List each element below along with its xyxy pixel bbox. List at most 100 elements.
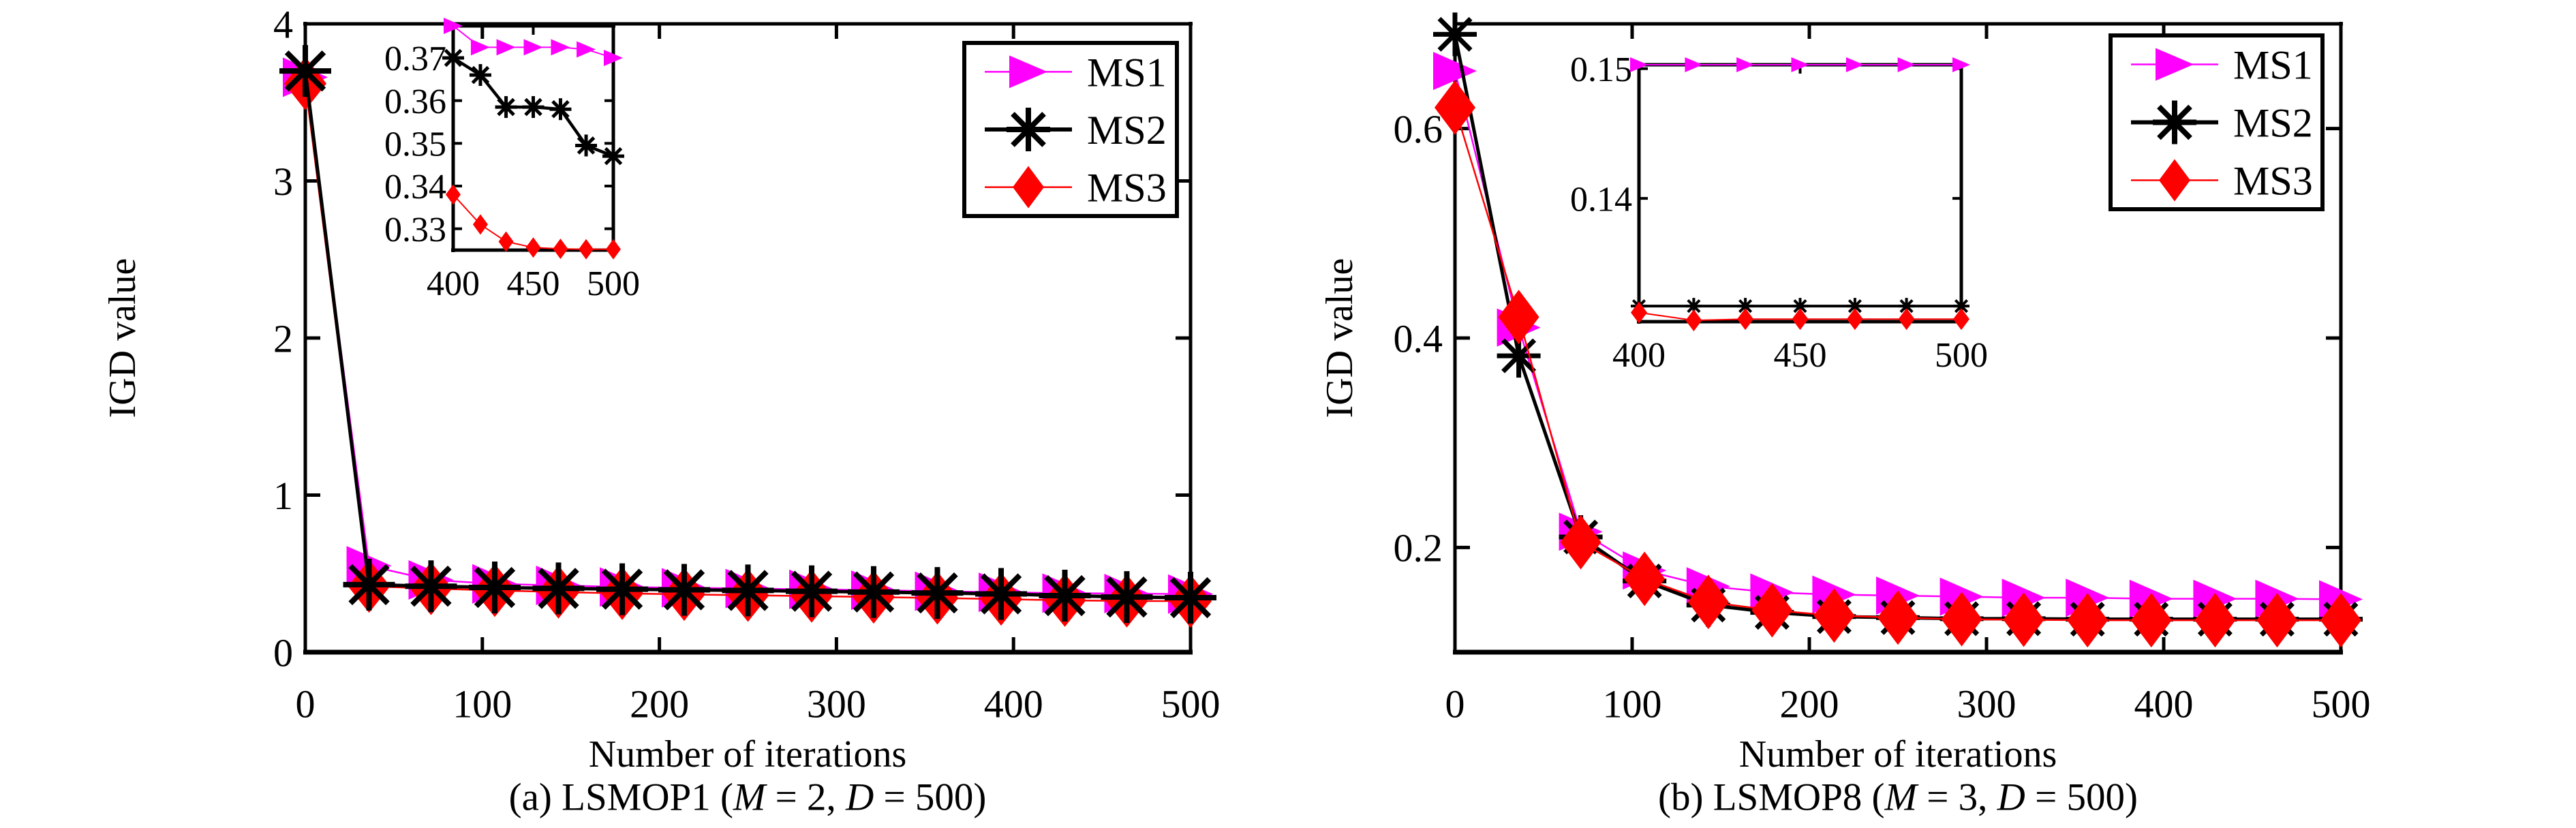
chart-b-inset-x-tick-label: 450 xyxy=(1774,336,1827,375)
caption-segment: = 500) xyxy=(874,776,987,819)
diamond-marker-icon xyxy=(446,184,461,205)
chart-a-legend-item-MS1: MS1 xyxy=(985,50,1167,95)
diamond-marker-icon xyxy=(2003,592,2044,647)
y-axis-label-a: IGD value xyxy=(102,258,144,418)
diamond-marker-icon xyxy=(2320,593,2361,648)
asterisk-marker-icon xyxy=(975,568,1028,620)
chart-a-legend: MS1 MS2 MS3 xyxy=(962,41,1179,218)
diamond-marker-icon xyxy=(1751,583,1793,638)
caption-segment: (a) LSMOP1 ( xyxy=(508,776,733,819)
diamond-marker-icon xyxy=(1013,166,1044,209)
asterisk-marker-icon xyxy=(2153,100,2196,144)
chart-a-y-tick-label: 1 xyxy=(273,474,293,518)
diamond-marker-icon xyxy=(2130,593,2172,648)
diamond-marker-icon xyxy=(1813,588,1855,643)
diamond-marker-icon xyxy=(1846,308,1863,331)
caption-segment: = 2, xyxy=(765,776,846,819)
asterisk-marker-icon xyxy=(532,562,585,615)
chart-a-inset-axes: 400 450 500 0.33 0.34 0.35 0.36 0.37 xyxy=(384,24,640,303)
chart-a-inset-series-MS1 xyxy=(444,18,623,66)
chart-a-inset-y-tick-label: 0.37 xyxy=(384,40,446,78)
asterisk-marker-icon xyxy=(468,562,521,614)
chart-b-legend-item-MS2: MS2 xyxy=(2131,100,2313,146)
chart-a-series-MS2 xyxy=(279,45,1216,624)
triangle-right-marker-icon xyxy=(1736,57,1755,72)
chart-a-x-tick-label: 100 xyxy=(453,681,512,726)
diamond-marker-icon xyxy=(1685,309,1702,332)
triangle-right-marker-icon xyxy=(1433,52,1477,91)
chart-b-inset-y-tick-label: 0.15 xyxy=(1570,50,1632,89)
asterisk-marker-icon xyxy=(549,98,572,121)
chart-a-x-tick-label: 200 xyxy=(630,681,689,726)
diamond-marker-icon xyxy=(1792,308,1809,331)
chart-a-legend-item-MS3: MS3 xyxy=(985,166,1167,211)
chart-b-x-tick-label: 400 xyxy=(2134,681,2194,726)
triangle-right-marker-icon xyxy=(1897,57,1916,72)
chart-a-inset-series-MS2 xyxy=(442,47,624,168)
caption-segment: M xyxy=(1884,776,1918,819)
asterisk-marker-icon xyxy=(722,564,774,617)
chart-b-axes: 0 100 200 300 400 500 0.2 0.4 0.6 xyxy=(1394,22,2371,726)
asterisk-marker-icon xyxy=(405,560,457,613)
chart-b-x-tick-label: 500 xyxy=(2312,681,2371,726)
caption-segment: (b) LSMOP8 ( xyxy=(1658,776,1885,819)
triangle-right-marker-icon xyxy=(1685,57,1703,72)
asterisk-marker-icon xyxy=(1737,298,1754,315)
x-axis-label-a: Number of iterations xyxy=(588,733,907,776)
diamond-marker-icon xyxy=(472,214,488,235)
chart-b-inset-y-tick-label: 0.14 xyxy=(1570,180,1632,219)
diamond-marker-icon xyxy=(1560,515,1601,570)
diamond-marker-icon xyxy=(2159,159,2190,202)
chart-b-x-tick-label: 300 xyxy=(1957,681,2017,726)
chart-a-inset-y-tick-label: 0.33 xyxy=(384,211,446,249)
chart-b-y-tick-label: 0.4 xyxy=(1394,316,1443,361)
triangle-right-marker-icon xyxy=(444,18,463,34)
chart-b-inset-series-MS1 xyxy=(1630,57,1970,72)
chart-a-inset-y-tick-label: 0.34 xyxy=(384,168,446,206)
asterisk-marker-icon xyxy=(522,96,545,119)
caption-segment: M xyxy=(733,776,766,819)
triangle-right-marker-icon xyxy=(1009,55,1047,89)
diamond-marker-icon xyxy=(1898,308,1915,331)
triangle-right-marker-icon xyxy=(604,50,623,66)
chart-a-legend-label: MS1 xyxy=(1087,50,1167,95)
chart-a-inset-x-tick-label: 450 xyxy=(507,264,560,303)
triangle-right-marker-icon xyxy=(551,39,570,56)
chart-a-inset-x-tick-label: 500 xyxy=(587,264,640,303)
diamond-marker-icon xyxy=(2194,593,2236,648)
chart-b-x-tick-label: 100 xyxy=(1603,681,1662,726)
chart-a-y-tick-label: 3 xyxy=(273,159,293,204)
asterisk-marker-icon xyxy=(495,96,517,119)
asterisk-marker-icon xyxy=(1039,570,1091,622)
asterisk-marker-icon xyxy=(1165,572,1216,624)
chart-b-legend-item-MS1: MS1 xyxy=(2131,43,2313,88)
diamond-marker-icon xyxy=(1877,590,1918,645)
chart-a-legend-label: MS3 xyxy=(1087,166,1167,211)
chart-a-inset-x-tick-label: 400 xyxy=(427,264,480,303)
chart-a-inset-y-tick-label: 0.35 xyxy=(384,125,446,164)
chart-b-legend: MS1 MS2 MS3 xyxy=(2109,33,2325,211)
chart-b-x-tick-label: 200 xyxy=(1780,681,1839,726)
asterisk-marker-icon xyxy=(1497,334,1541,378)
triangle-right-marker-icon xyxy=(1952,57,1970,72)
diamond-marker-icon xyxy=(606,239,621,260)
chart-b-x-tick-label: 0 xyxy=(1445,681,1465,726)
chart-a-x-tick-label: 0 xyxy=(296,681,316,726)
triangle-right-marker-icon xyxy=(470,39,490,56)
diamond-marker-icon xyxy=(2067,593,2109,648)
caption-segment: D xyxy=(1997,776,2025,819)
chart-b-inset-x-tick-label: 500 xyxy=(1935,336,1988,375)
asterisk-marker-icon xyxy=(469,64,491,87)
asterisk-marker-icon xyxy=(786,565,838,617)
chart-a-legend-item-MS2: MS2 xyxy=(985,108,1167,153)
asterisk-marker-icon xyxy=(442,47,464,69)
chart-a-legend-label: MS2 xyxy=(1087,108,1167,153)
diamond-marker-icon xyxy=(579,239,594,260)
diamond-marker-icon xyxy=(2256,593,2298,648)
asterisk-marker-icon xyxy=(279,45,331,97)
diamond-marker-icon xyxy=(1435,80,1475,135)
chart-b-legend-label: MS3 xyxy=(2233,159,2313,204)
triangle-right-marker-icon xyxy=(523,39,543,56)
